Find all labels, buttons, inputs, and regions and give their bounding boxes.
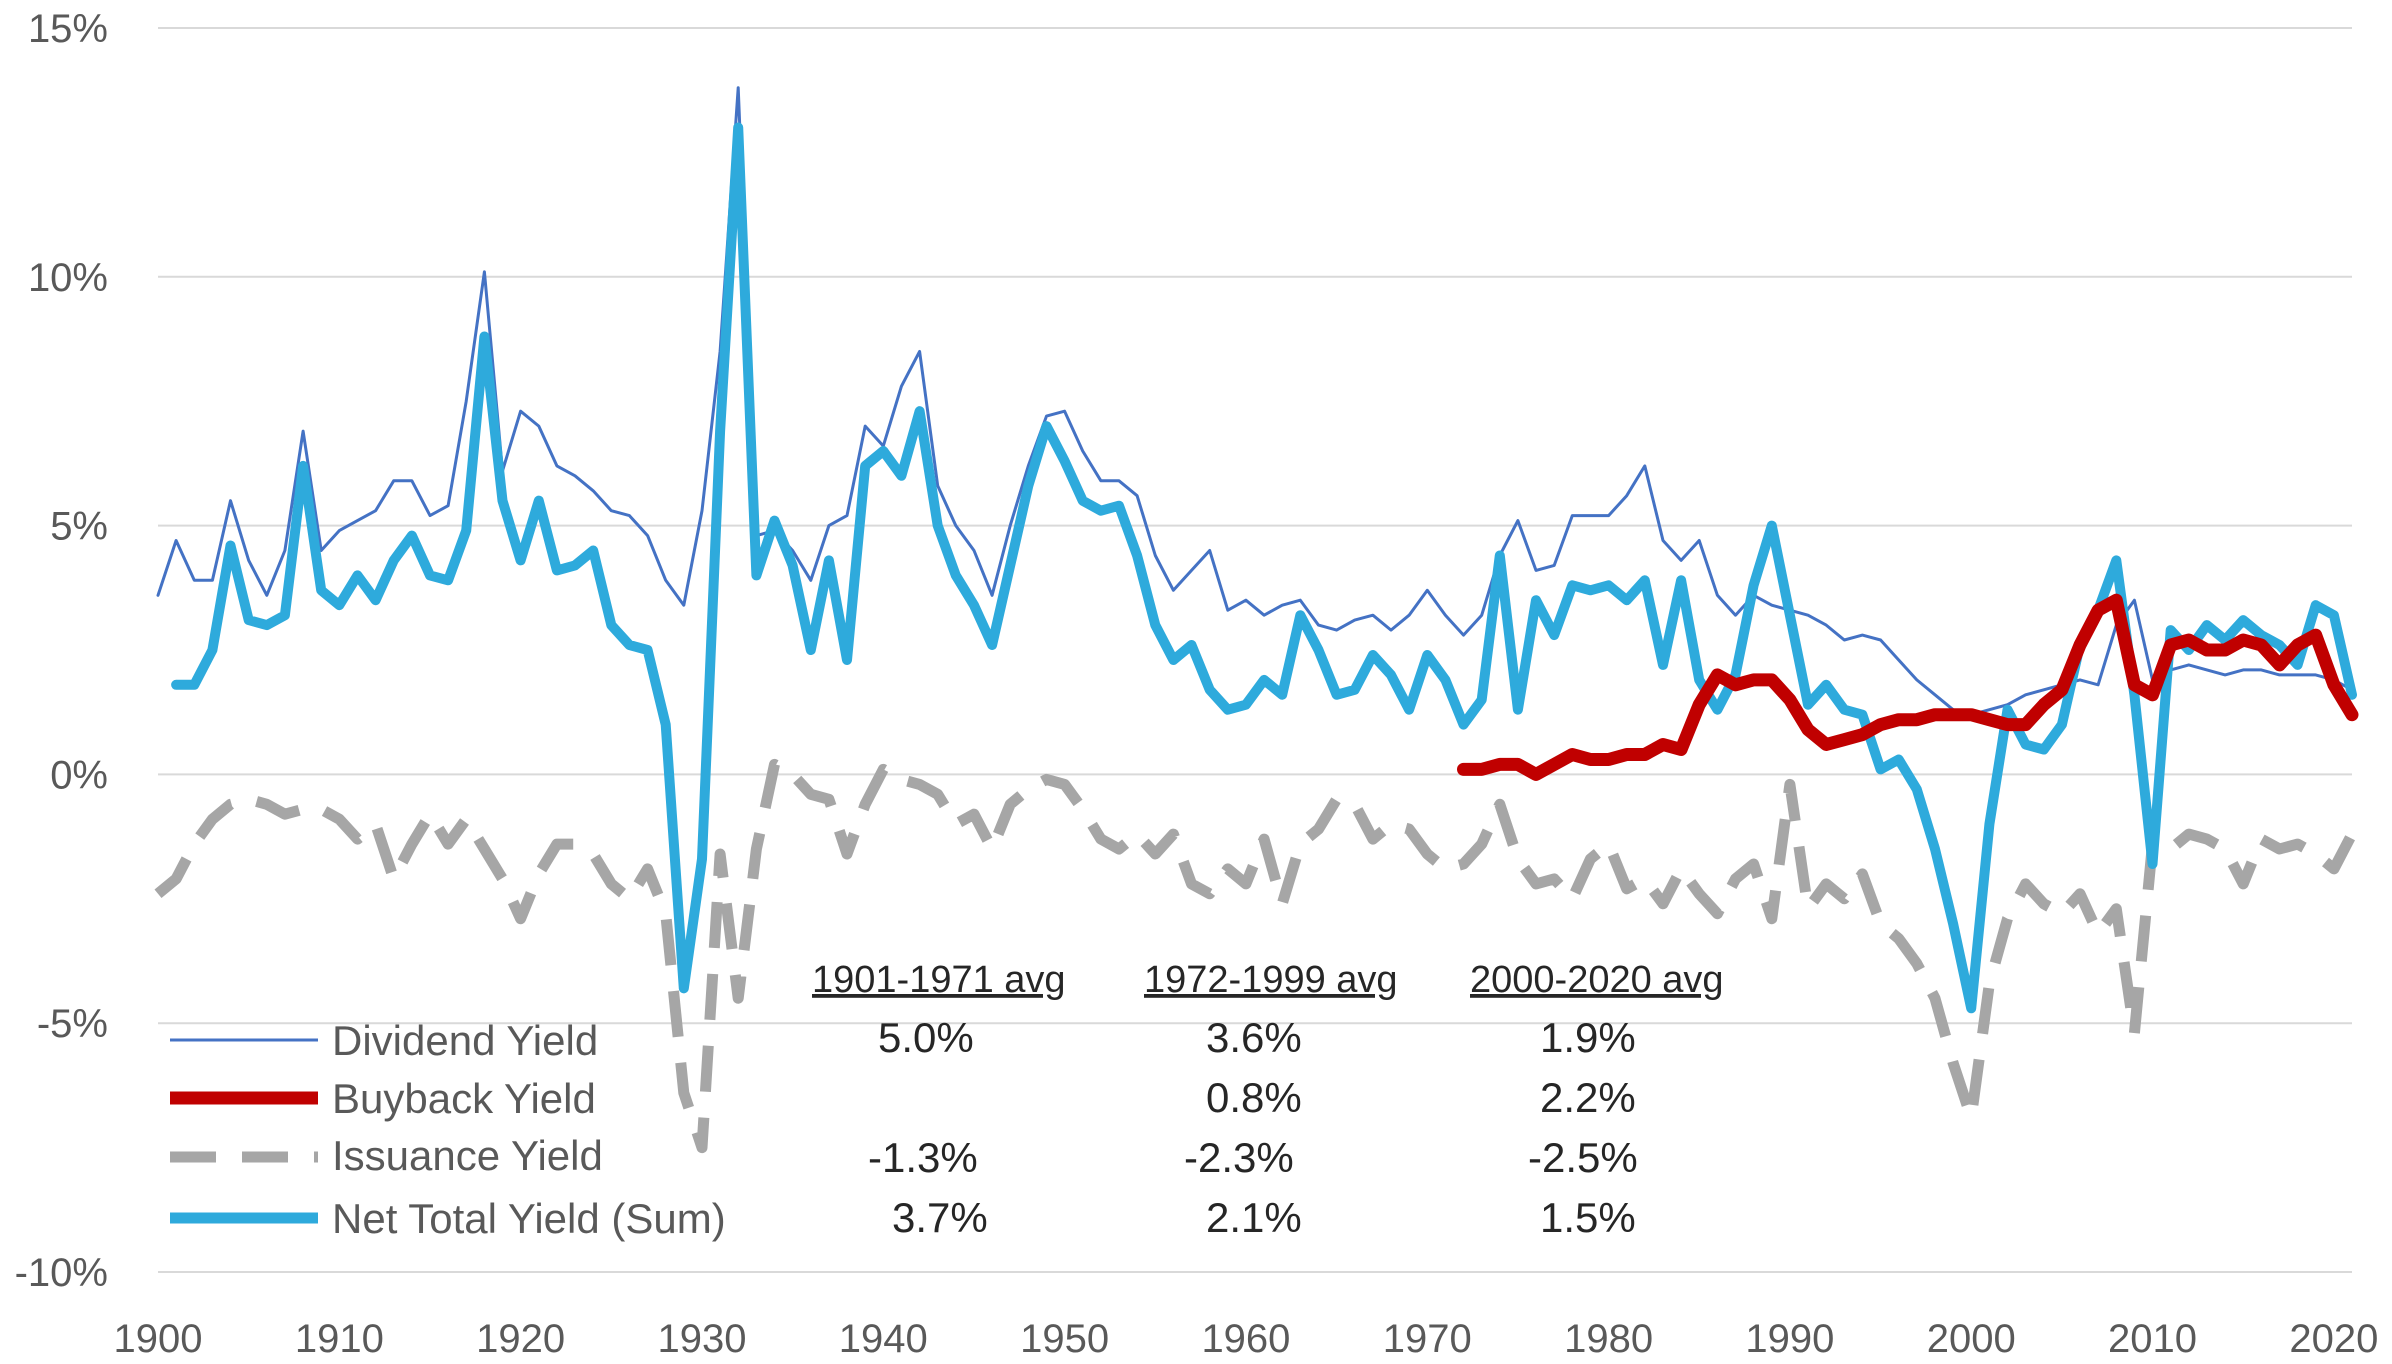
avg-issuance-1901-1971: -1.3% [868,1134,978,1181]
avg-header-1901-1971: 1901-1971 avg [812,959,1066,1001]
issuance-yield-line [154,758,2357,1154]
avg-net-1901-1971: 3.7% [892,1194,988,1241]
y-axis-ticks: -10% -5% 0% 5% 10% 15% [15,7,108,1295]
avg-net-2000-2020: 1.5% [1540,1194,1636,1241]
avg-net-1972-1999: 2.1% [1206,1194,1302,1241]
x-tick-label: 1910 [295,1317,384,1361]
y-tick-label: -5% [37,1002,108,1046]
x-tick-label: 1920 [476,1317,565,1361]
x-tick-label: 2010 [2108,1317,2197,1361]
avg-dividend-1972-1999: 3.6% [1206,1014,1302,1061]
avg-dividend-1901-1971: 5.0% [878,1014,974,1061]
legend-label-buyback: Buyback Yield [332,1075,596,1122]
x-tick-label: 1900 [114,1317,203,1361]
legend: Dividend Yield Buyback Yield Issuance Yi… [170,1017,726,1242]
dividend-yield-line [156,86,2354,717]
y-tick-label: 15% [28,7,108,51]
x-tick-label: 1930 [657,1317,746,1361]
x-tick-label: 1960 [1201,1317,1290,1361]
y-tick-label: 5% [50,505,108,549]
y-tick-label: 10% [28,256,108,300]
buyback-yield-line [1457,593,2359,781]
x-axis-ticks: 1900 1910 1920 1930 1940 1950 1960 1970 1980 1990… [114,1317,2379,1361]
avg-buyback-2000-2020: 2.2% [1540,1074,1636,1121]
y-tick-label: 0% [50,753,108,797]
x-tick-label: 1980 [1564,1317,1653,1361]
x-tick-label: 2020 [2289,1317,2378,1361]
avg-header-2000-2020: 2000-2020 avg [1470,959,1724,1001]
legend-label-issuance: Issuance Yield [332,1132,603,1179]
y-tick-label: -10% [15,1251,108,1295]
net-total-yield-line [171,122,2357,1014]
avg-issuance-1972-1999: -2.3% [1184,1134,1294,1181]
avg-issuance-2000-2020: -2.5% [1528,1134,1638,1181]
gridlines [158,27,2352,1273]
x-tick-label: 2000 [1927,1317,2016,1361]
avg-header-1972-1999: 1972-1999 avg [1144,959,1398,1001]
x-tick-label: 1950 [1020,1317,1109,1361]
x-tick-label: 1940 [839,1317,928,1361]
avg-dividend-2000-2020: 1.9% [1540,1014,1636,1061]
avg-buyback-1972-1999: 0.8% [1206,1074,1302,1121]
legend-label-dividend: Dividend Yield [332,1017,598,1064]
averages-table: 1901-1971 avg 1972-1999 avg 2000-2020 av… [812,959,1724,1241]
x-tick-label: 1990 [1745,1317,1834,1361]
series-lines [154,86,2359,1154]
legend-label-net: Net Total Yield (Sum) [332,1195,726,1242]
x-tick-label: 1970 [1383,1317,1472,1361]
